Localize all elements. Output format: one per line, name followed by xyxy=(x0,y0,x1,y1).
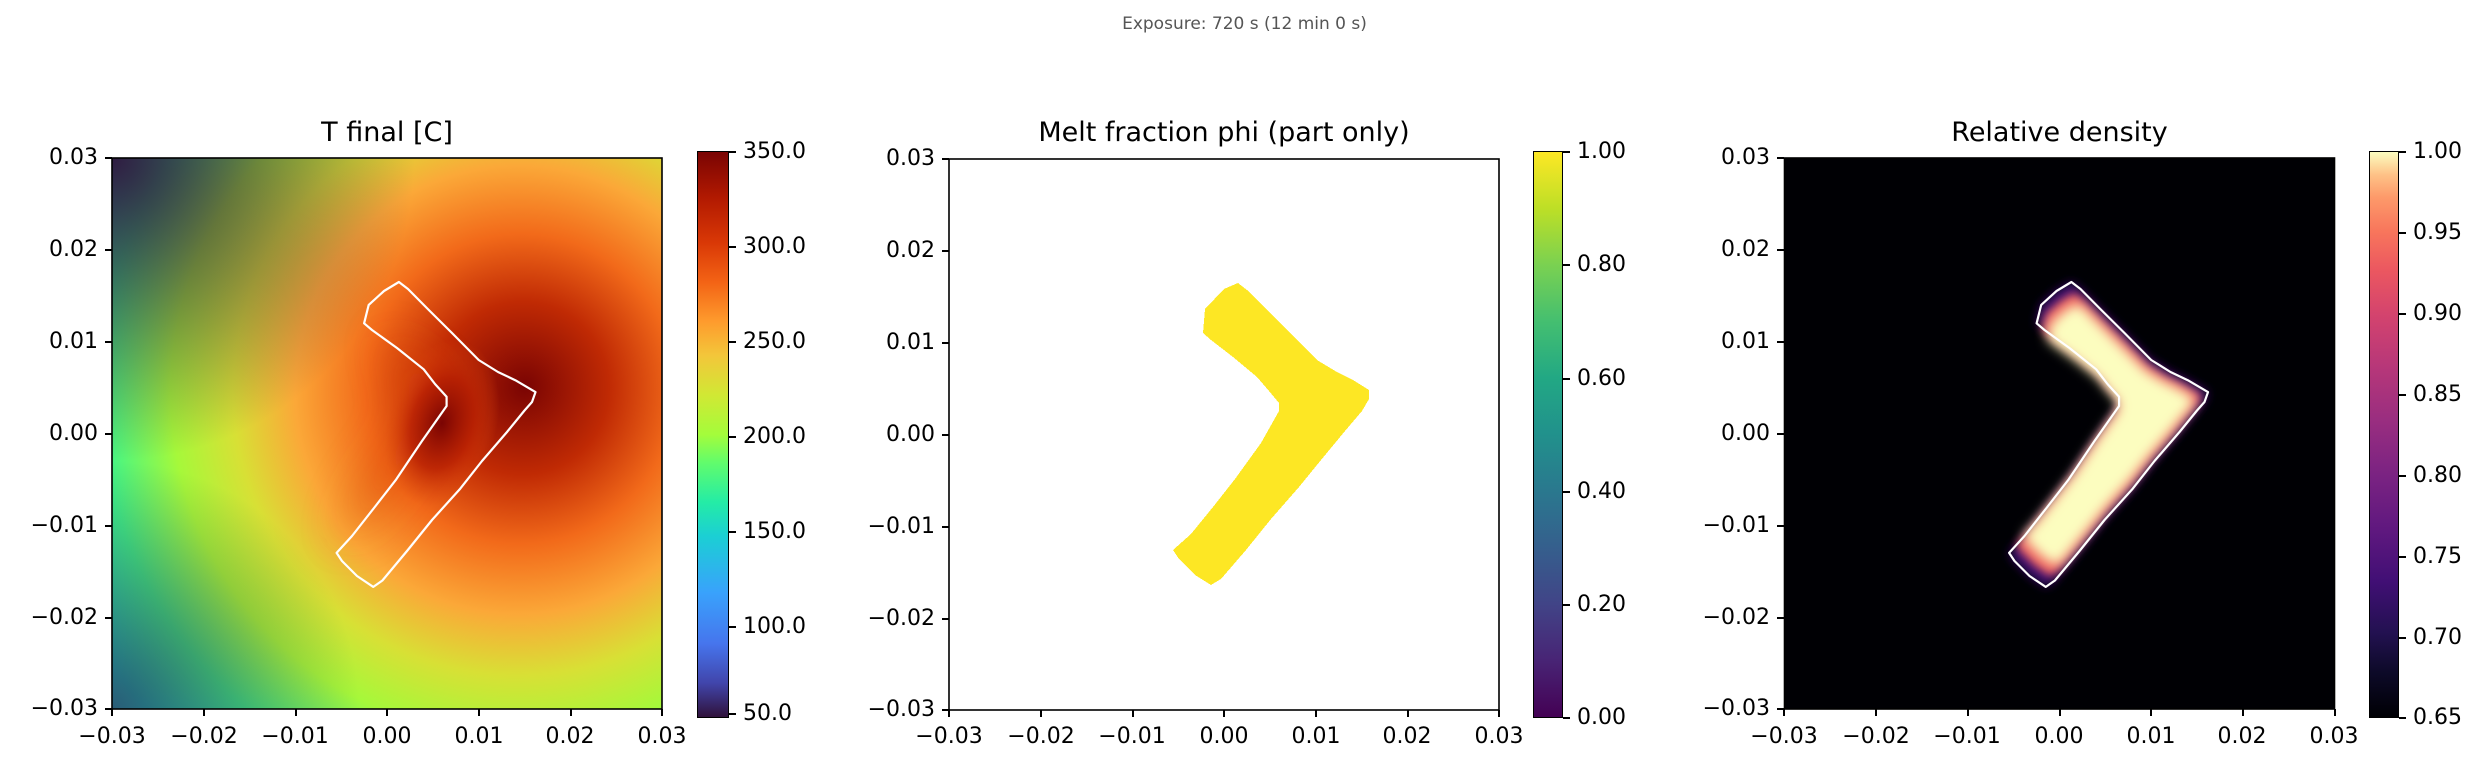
ytick-label: −0.03 xyxy=(867,697,935,722)
ytick-label: 0.00 xyxy=(1721,421,1770,446)
ytick-label: 0.00 xyxy=(886,422,935,447)
part-outline-contour xyxy=(2008,280,2210,588)
ytick-label: 0.01 xyxy=(1721,329,1770,354)
ytick-label: −0.03 xyxy=(30,696,98,721)
colorbar-tick-label: 0.90 xyxy=(2413,301,2462,326)
colorbar-tick-label: 250.0 xyxy=(743,329,806,354)
colorbar-tick-label: 0.60 xyxy=(1577,366,1626,391)
figure-suptitle: Exposure: 720 s (12 min 0 s) xyxy=(1122,14,1367,34)
part-outline-contour xyxy=(335,280,537,588)
temperature-heatmap xyxy=(111,157,663,710)
xtick-label: 0.01 xyxy=(454,724,504,749)
colorbar-tick-label: 0.20 xyxy=(1577,592,1626,617)
colorbar-tick-label: 200.0 xyxy=(743,424,806,449)
xtick-label: 0.01 xyxy=(2126,724,2176,749)
ytick-label: −0.02 xyxy=(867,606,935,631)
ytick-label: −0.03 xyxy=(1702,696,1770,721)
colorbar-tick-label: 0.80 xyxy=(2413,463,2462,488)
xtick-label: −0.02 xyxy=(170,724,238,749)
ytick-label: −0.02 xyxy=(30,605,98,630)
temperature-colorbar xyxy=(697,151,729,718)
melted-part-region xyxy=(1173,283,1369,585)
xtick-label: 0.03 xyxy=(2309,724,2359,749)
ytick-label: 0.00 xyxy=(49,421,98,446)
colorbar-tick-label: 300.0 xyxy=(743,234,806,259)
xtick-label: −0.02 xyxy=(1842,724,1910,749)
colorbar-tick-label: 0.70 xyxy=(2413,625,2462,650)
xtick-label: 0.03 xyxy=(637,724,687,749)
xtick-label: 0.02 xyxy=(1382,724,1432,749)
colorbar-tick-label: 50.0 xyxy=(743,701,792,726)
xtick-label: −0.03 xyxy=(1750,724,1818,749)
colorbar-tick-label: 1.00 xyxy=(1577,139,1626,164)
ytick-label: 0.03 xyxy=(1721,145,1770,170)
colorbar-tick-label: 0.00 xyxy=(1577,705,1626,730)
ytick-label: 0.03 xyxy=(49,145,98,170)
xtick-label: −0.03 xyxy=(78,724,146,749)
colorbar-tick-label: 0.80 xyxy=(1577,252,1626,277)
ytick-label: 0.02 xyxy=(886,238,935,263)
panel-title-relative-density: Relative density xyxy=(1951,117,2168,148)
colorbar-tick-label: 0.75 xyxy=(2413,544,2462,569)
xtick-label: −0.02 xyxy=(1007,724,1075,749)
xtick-label: −0.01 xyxy=(1098,724,1166,749)
relative-density-colorbar xyxy=(2369,151,2399,718)
xtick-label: 0.01 xyxy=(1291,724,1341,749)
relative-density-heatmap xyxy=(1783,157,2336,710)
colorbar-tick-label: 0.95 xyxy=(2413,220,2462,245)
ytick-label: 0.03 xyxy=(886,146,935,171)
xtick-label: 0.02 xyxy=(2217,724,2267,749)
colorbar-tick-label: 0.65 xyxy=(2413,705,2462,730)
xtick-label: −0.03 xyxy=(915,724,983,749)
xtick-label: 0.00 xyxy=(2034,724,2084,749)
melt-fraction-heatmap xyxy=(948,158,1500,711)
melt-fraction-colorbar xyxy=(1533,151,1563,718)
ytick-label: −0.02 xyxy=(1702,605,1770,630)
colorbar-tick-label: 1.00 xyxy=(2413,139,2462,164)
panel-title-melt-fraction: Melt fraction phi (part only) xyxy=(1038,117,1410,148)
ytick-label: 0.02 xyxy=(49,237,98,262)
colorbar-tick-label: 0.85 xyxy=(2413,382,2462,407)
ytick-label: 0.01 xyxy=(886,330,935,355)
ytick-label: −0.01 xyxy=(867,514,935,539)
colorbar-tick-label: 100.0 xyxy=(743,614,806,639)
xtick-label: 0.02 xyxy=(545,724,595,749)
colorbar-tick-label: 150.0 xyxy=(743,519,806,544)
xtick-label: −0.01 xyxy=(1933,724,2001,749)
xtick-label: −0.01 xyxy=(261,724,329,749)
ytick-label: −0.01 xyxy=(30,513,98,538)
colorbar-tick-label: 0.40 xyxy=(1577,479,1626,504)
xtick-label: 0.00 xyxy=(362,724,412,749)
colorbar-tick-label: 350.0 xyxy=(743,139,806,164)
dense-part-region xyxy=(2023,303,2195,566)
ytick-label: −0.01 xyxy=(1702,513,1770,538)
xtick-label: 0.00 xyxy=(1199,724,1249,749)
ytick-label: 0.02 xyxy=(1721,237,1770,262)
panel-title-temperature: T final [C] xyxy=(321,117,453,148)
ytick-label: 0.01 xyxy=(49,329,98,354)
xtick-label: 0.03 xyxy=(1474,724,1524,749)
